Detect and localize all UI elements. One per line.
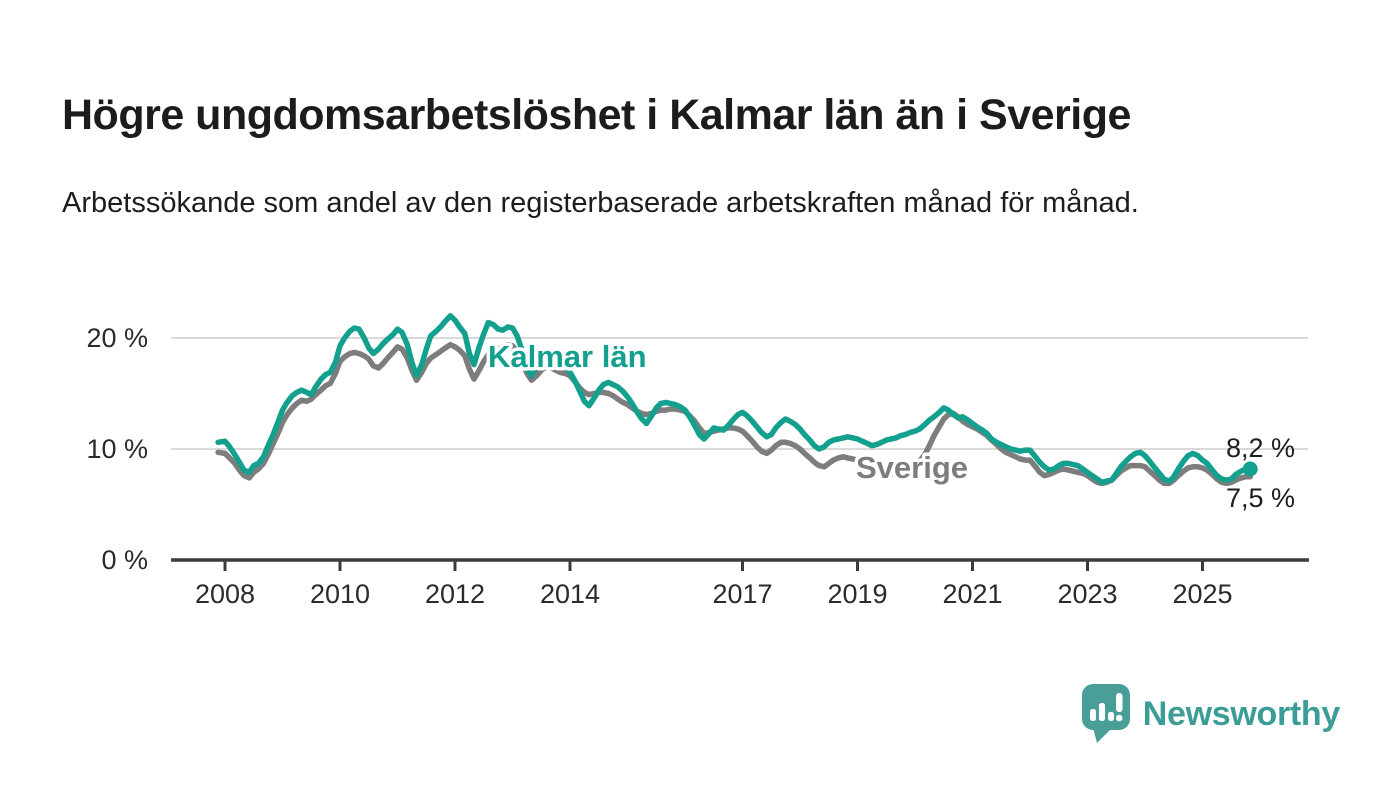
kalmar-series-label: Kalmar län bbox=[488, 339, 647, 374]
kalmar-endpoint-dot bbox=[1242, 461, 1258, 477]
newsworthy-logo-icon bbox=[1081, 684, 1130, 743]
brand-footer: Newsworthy bbox=[1081, 684, 1341, 744]
x-axis-tick-label: 2025 bbox=[1172, 579, 1232, 609]
page-title: Högre ungdomsarbetslöshet i Kalmar län ä… bbox=[62, 90, 1131, 139]
y-axis-tick-label: 10 % bbox=[86, 434, 148, 464]
chart-subtitle: Arbetssökande som andel av den registerb… bbox=[62, 187, 1139, 219]
x-axis-tick-label: 2010 bbox=[310, 579, 370, 609]
x-axis-tick-label: 2023 bbox=[1057, 579, 1117, 609]
x-axis-tick-label: 2008 bbox=[195, 579, 255, 609]
newsworthy-brand-name: Newsworthy bbox=[1142, 694, 1341, 733]
x-axis-ticks bbox=[223, 560, 1204, 571]
x-axis-tick-label: 2017 bbox=[712, 579, 772, 609]
kalmar-end-value-label: 8,2 % bbox=[1226, 433, 1295, 463]
x-axis-tick-label: 2021 bbox=[942, 579, 1002, 609]
kalmar-line-series bbox=[215, 313, 1253, 486]
sverige-series-label: Sverige bbox=[856, 450, 968, 485]
x-axis-tick-label: 2019 bbox=[827, 579, 887, 609]
x-axis-tick-label: 2012 bbox=[425, 579, 485, 609]
y-axis-tick-label: 0 % bbox=[101, 545, 148, 575]
sverige-end-value-label: 7,5 % bbox=[1226, 483, 1295, 513]
x-axis-tick-label: 2014 bbox=[540, 579, 600, 609]
sverige-line-series bbox=[215, 341, 1253, 487]
y-axis-tick-label: 20 % bbox=[86, 323, 148, 353]
